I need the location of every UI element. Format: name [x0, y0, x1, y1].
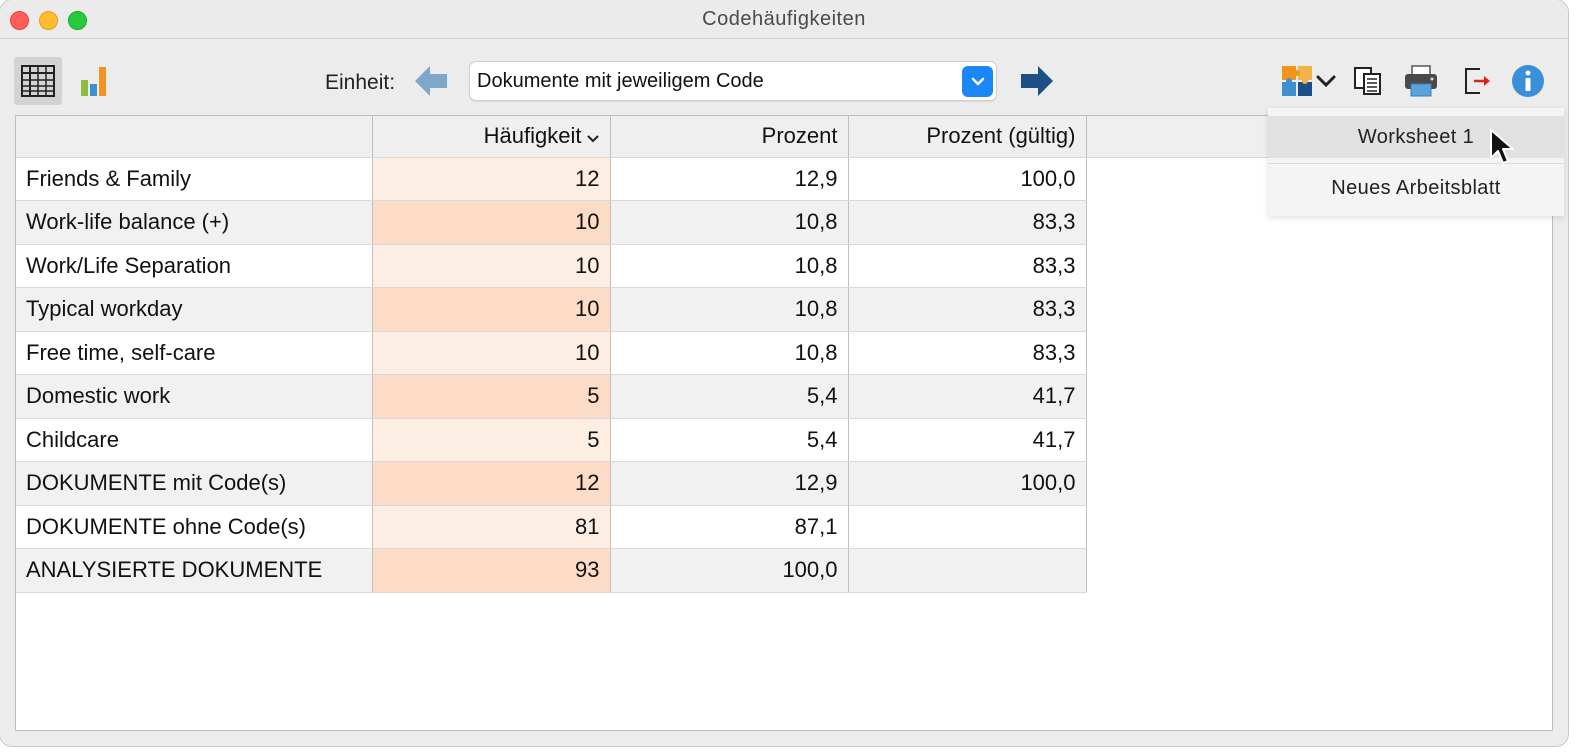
percent-cell: 12,9 — [610, 461, 849, 506]
menu-item-new-worksheet[interactable]: Neues Arbeitsblatt — [1331, 177, 1501, 199]
info-icon — [1512, 65, 1544, 97]
column-header-percent[interactable]: Prozent — [610, 116, 849, 158]
table-row[interactable]: Work-life balance (+) 10 10,8 83,3 — [16, 200, 1087, 245]
menu-item-worksheet-1[interactable]: Worksheet 1 — [1268, 116, 1564, 158]
percent-cell: 10,8 — [610, 200, 849, 245]
frequency-cell: 5 — [372, 418, 611, 462]
percent-valid-cell: 83,3 — [848, 287, 1087, 332]
export-button[interactable] — [1460, 63, 1496, 99]
toolbar: Einheit: Dokumente mit jeweiligem Code — [0, 39, 1568, 115]
copy-icon — [1354, 67, 1381, 95]
percent-cell: 87,1 — [610, 505, 849, 549]
chevron-down-icon — [1316, 75, 1336, 88]
frequency-cell: 10 — [372, 287, 611, 332]
percent-cell: 10,8 — [610, 244, 849, 288]
chevron-down-icon — [962, 66, 993, 97]
code-name-cell: Work/Life Separation — [16, 244, 373, 288]
frequency-cell: 81 — [372, 505, 611, 549]
unit-select-value: Dokumente mit jeweiligem Code — [477, 70, 764, 92]
table-icon — [21, 65, 55, 97]
zoom-button[interactable] — [68, 11, 87, 30]
chart-view-button[interactable] — [67, 57, 115, 105]
frequency-cell: 93 — [372, 548, 611, 593]
export-icon — [1465, 68, 1490, 94]
table-row[interactable]: ANALYSIERTE DOKUMENTE 93 100,0 — [16, 548, 1087, 593]
column-header-percent-valid[interactable]: Prozent (gültig) — [848, 116, 1087, 158]
code-name-cell: Free time, self-care — [16, 331, 373, 375]
percent-cell: 100,0 — [610, 548, 849, 593]
percent-valid-cell — [848, 505, 1087, 549]
percent-valid-cell: 83,3 — [848, 331, 1087, 375]
export-dropdown-menu: Worksheet 1 Neues Arbeitsblatt — [1268, 108, 1564, 216]
title-bar: Codehäufigkeiten — [0, 0, 1568, 39]
code-name-cell: Typical workday — [16, 287, 373, 332]
percent-valid-cell: 41,7 — [848, 374, 1087, 419]
table-row[interactable]: Work/Life Separation 10 10,8 83,3 — [16, 244, 1087, 288]
percent-valid-cell — [848, 548, 1087, 593]
percent-cell: 5,4 — [610, 374, 849, 419]
table-row[interactable]: Domestic work 5 5,4 41,7 — [16, 374, 1087, 419]
frequency-cell: 10 — [372, 200, 611, 245]
code-name-cell: DOKUMENTE ohne Code(s) — [16, 505, 373, 549]
arrow-left-icon — [415, 66, 447, 96]
percent-valid-cell: 100,0 — [848, 157, 1087, 201]
code-name-cell: Work-life balance (+) — [16, 200, 373, 245]
copy-button[interactable] — [1350, 63, 1386, 99]
mouse-pointer-icon — [1490, 129, 1514, 164]
minimize-button[interactable] — [39, 11, 58, 30]
percent-valid-cell: 83,3 — [848, 244, 1087, 288]
percent-cell: 5,4 — [610, 418, 849, 462]
frequency-cell: 10 — [372, 244, 611, 288]
sort-descending-icon — [586, 124, 600, 150]
frequency-cell: 12 — [372, 157, 611, 201]
unit-label: Einheit: — [325, 71, 396, 94]
table-row[interactable]: DOKUMENTE mit Code(s) 12 12,9 100,0 — [16, 461, 1087, 506]
percent-valid-cell: 41,7 — [848, 418, 1087, 462]
export-menu-toggle[interactable] — [1311, 63, 1341, 99]
code-name-cell: Friends & Family — [16, 157, 373, 201]
percent-cell: 10,8 — [610, 331, 849, 375]
close-button[interactable] — [10, 11, 29, 30]
table-header-row: Häufigkeit Prozent Prozent (gültig) — [16, 116, 1087, 158]
table-row[interactable]: DOKUMENTE ohne Code(s) 81 87,1 — [16, 505, 1087, 549]
previous-unit-button[interactable] — [413, 63, 449, 99]
next-unit-button[interactable] — [1019, 63, 1055, 99]
unit-select[interactable]: Dokumente mit jeweiligem Code — [469, 61, 997, 101]
table-row[interactable]: Childcare 5 5,4 41,7 — [16, 418, 1087, 462]
print-button[interactable] — [1403, 63, 1439, 99]
table-view-button[interactable] — [14, 57, 62, 105]
code-frequency-table: Häufigkeit Prozent Prozent (gültig) Frie… — [16, 116, 1087, 593]
column-header-code[interactable] — [16, 116, 373, 158]
menu-separator — [1268, 163, 1564, 164]
percent-cell: 12,9 — [610, 157, 849, 201]
frequency-cell: 10 — [372, 331, 611, 375]
percent-valid-cell: 83,3 — [848, 200, 1087, 245]
code-name-cell: ANALYSIERTE DOKUMENTE — [16, 548, 373, 593]
column-header-frequency[interactable]: Häufigkeit — [372, 116, 611, 158]
percent-valid-cell: 100,0 — [848, 461, 1087, 506]
code-name-cell: Childcare — [16, 418, 373, 462]
bar-chart-icon — [81, 67, 106, 96]
export-to-worksheet-button[interactable] — [1279, 63, 1315, 99]
print-icon — [1405, 65, 1437, 97]
info-button[interactable] — [1510, 63, 1546, 99]
column-header-frequency-label: Häufigkeit — [483, 122, 582, 148]
table-row[interactable]: Free time, self-care 10 10,8 83,3 — [16, 331, 1087, 375]
code-name-cell: Domestic work — [16, 374, 373, 419]
frequency-cell: 12 — [372, 461, 611, 506]
export-puzzle-icon — [1282, 66, 1312, 96]
window-title: Codehäufigkeiten — [702, 8, 866, 30]
code-name-cell: DOKUMENTE mit Code(s) — [16, 461, 373, 506]
table-row[interactable]: Typical workday 10 10,8 83,3 — [16, 287, 1087, 332]
percent-cell: 10,8 — [610, 287, 849, 332]
arrow-right-icon — [1021, 66, 1053, 96]
frequency-cell: 5 — [372, 374, 611, 419]
table-row[interactable]: Friends & Family 12 12,9 100,0 — [16, 157, 1087, 201]
